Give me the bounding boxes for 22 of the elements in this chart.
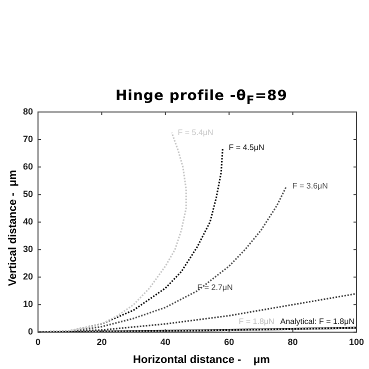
x-tick-label: 40 [160,337,170,348]
x-tick-label: 60 [224,337,234,348]
series-label: F = 3.6μN [292,182,328,191]
y-tick-label: 10 [22,299,34,310]
chart-title: Hinge profile -θ$_{F}$=89 [114,88,289,107]
x-tick-label: 20 [96,337,107,348]
y-tick-label: 30 [22,244,34,254]
x-tick-label: 0 [36,337,41,348]
series-label: F = 4.5μN [228,142,264,152]
y-tick-label: 20 [22,272,34,282]
y-tick-label: 60 [22,162,34,172]
x-tick-label: 80 [288,337,298,348]
y-axis-title: Vertical distance - μm [7,168,19,288]
y-tick-label: 70 [22,134,34,144]
y-tick-label: 80 [22,106,34,116]
y-tick-label: 50 [22,189,34,200]
series-label: F = 1.8μN [238,317,275,326]
y-tick-label: 0 [28,326,34,337]
x-axis-title: Horizontal distance - μm [132,354,271,366]
series-label: Analytical: F = 1.8μN [280,317,355,326]
x-tick-label: 100 [348,337,364,348]
y-tick-label: 40 [22,216,34,227]
